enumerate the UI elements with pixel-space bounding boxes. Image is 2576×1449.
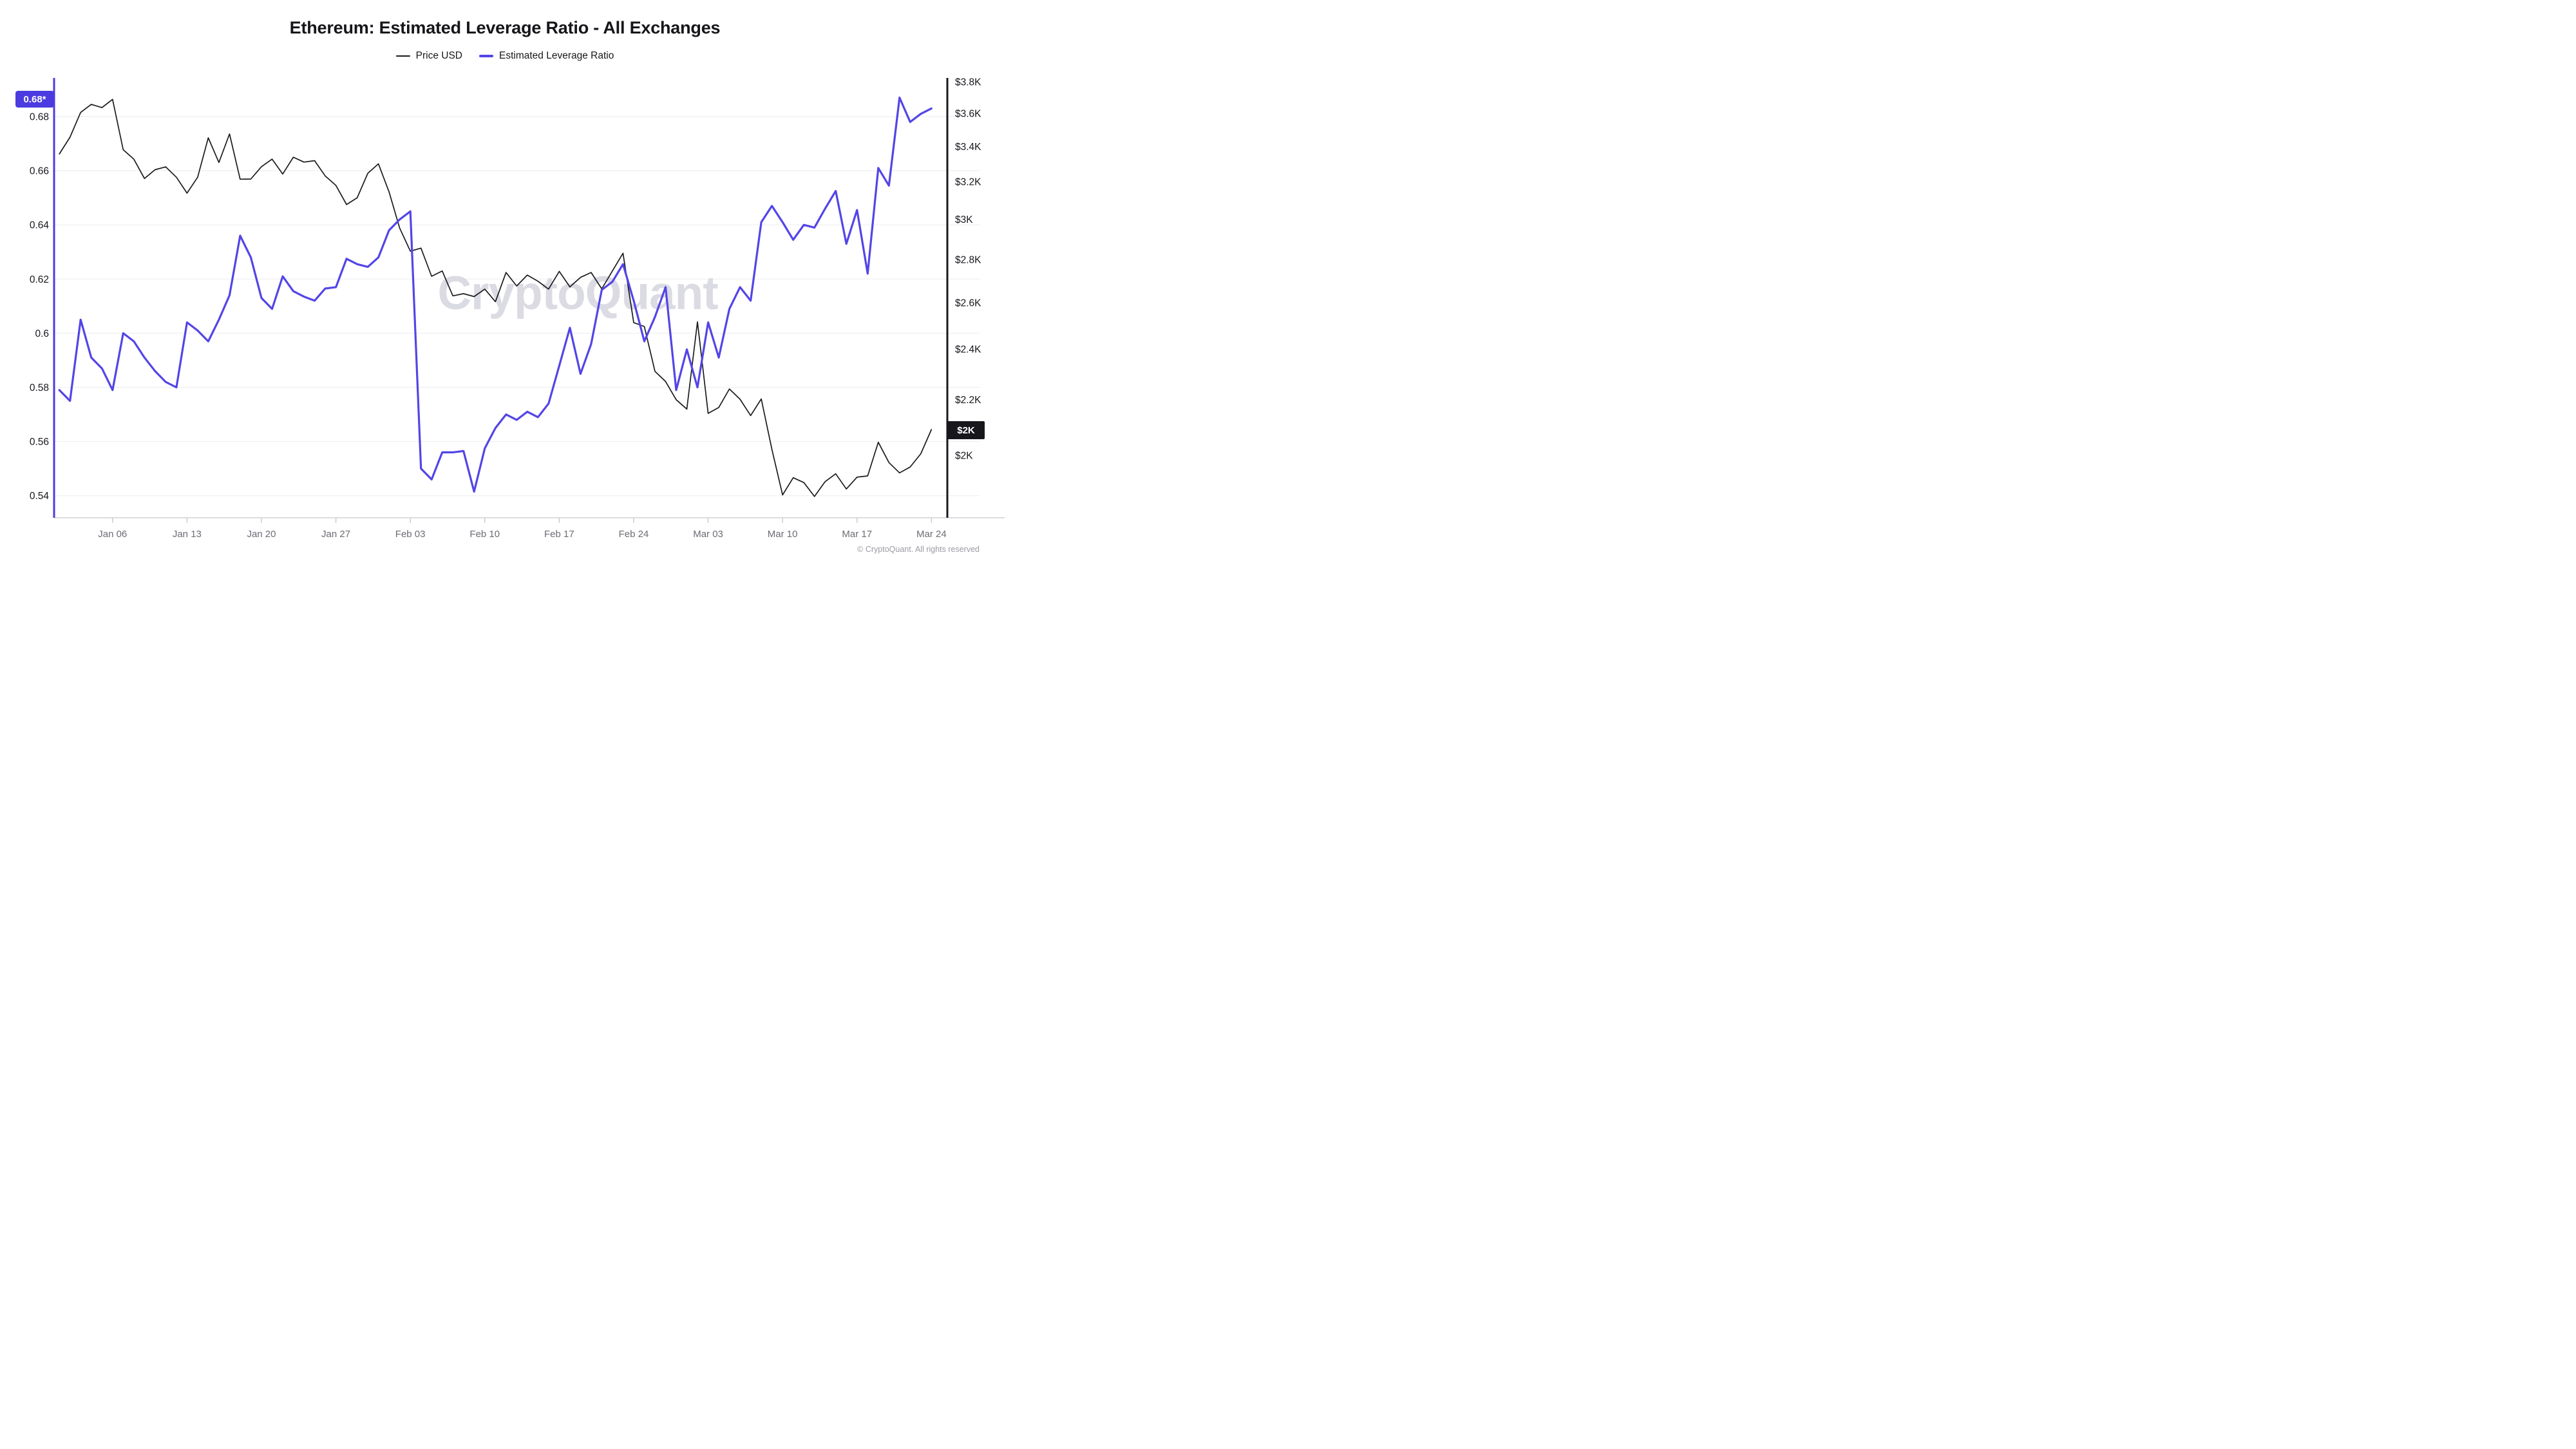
legend-item-price[interactable]: Price USD xyxy=(395,50,462,62)
left-axis-tick-label: 0.62 xyxy=(30,274,49,285)
left-axis-tick-label: 0.68 xyxy=(30,112,49,123)
right-axis-tick-label: $2K xyxy=(955,450,973,461)
legend-label-price: Price USD xyxy=(415,50,462,61)
chart-page: CryptoQuant Jan 06 Jan 13 Jan 20 Jan 27 Feb 0… xyxy=(0,0,1010,568)
right-axis-tick-label: $2.2K xyxy=(955,395,981,406)
right-axis-tick-label: $3.8K xyxy=(955,77,981,88)
left-axis-tick-label: 0.66 xyxy=(30,166,49,177)
chart-area: CryptoQuant Jan 06 Jan 13 Jan 20 Jan 27 Feb 0… xyxy=(0,0,1010,568)
leverage-line-swatch xyxy=(479,55,493,57)
x-axis-tick-label: Mar 17 xyxy=(842,529,872,540)
right-axis-tick-label: $2.4K xyxy=(955,345,981,355)
right-axis-tick-label: $3.6K xyxy=(955,108,981,119)
left-axis-tick-label: 0.6 xyxy=(35,328,49,339)
price-current-value-badge: $2K xyxy=(947,421,985,439)
left-axis-tick-label: 0.58 xyxy=(30,383,49,393)
left-axis-tick-label: 0.64 xyxy=(30,220,50,231)
x-axis-tick-label: Feb 17 xyxy=(544,529,574,540)
x-axis-tick-label: Jan 20 xyxy=(247,529,276,540)
left-axis-tick-label: 0.56 xyxy=(30,437,49,448)
left-axis-tick-label: 0.54 xyxy=(30,491,50,502)
x-axis-tick-label: Mar 24 xyxy=(916,529,947,540)
x-axis-tick-label: Feb 10 xyxy=(469,529,500,540)
right-axis-tick-label: $2.8K xyxy=(955,254,981,265)
x-axis-tick-label: Jan 13 xyxy=(173,529,202,540)
leverage-current-value-badge: 0.68* xyxy=(15,91,54,108)
x-axis-tick-label: Feb 24 xyxy=(619,529,649,540)
line-chart[interactable]: CryptoQuant Jan 06 Jan 13 Jan 20 Jan 27 Feb 0… xyxy=(0,0,1010,568)
leverage-ratio-line[interactable] xyxy=(58,97,933,493)
right-axis-tick-label: $3.2K xyxy=(955,177,981,188)
legend-item-leverage[interactable]: Estimated Leverage Ratio xyxy=(479,50,614,62)
x-axis-tick-label: Mar 03 xyxy=(693,529,723,540)
right-axis-tick-label: $3.4K xyxy=(955,142,981,153)
price-usd-line[interactable] xyxy=(59,99,933,497)
chart-title: Ethereum: Estimated Leverage Ratio - All… xyxy=(289,18,721,37)
right-axis-tick-label: $2.6K xyxy=(955,298,981,308)
x-axis-tick-label: Jan 27 xyxy=(321,529,350,540)
x-axis-tick-label: Jan 06 xyxy=(98,529,127,540)
copyright-note: © CryptoQuant. All rights reserved xyxy=(857,545,980,554)
x-axis-tick-label: Feb 03 xyxy=(395,529,426,540)
legend: Price USD Estimated Leverage Ratio xyxy=(0,50,1010,62)
price-line-swatch xyxy=(395,55,410,57)
x-axis-tick-label: Mar 10 xyxy=(768,529,798,540)
watermark: CryptoQuant xyxy=(437,267,718,319)
legend-label-leverage: Estimated Leverage Ratio xyxy=(499,50,614,61)
right-axis-tick-label: $3K xyxy=(955,214,973,225)
